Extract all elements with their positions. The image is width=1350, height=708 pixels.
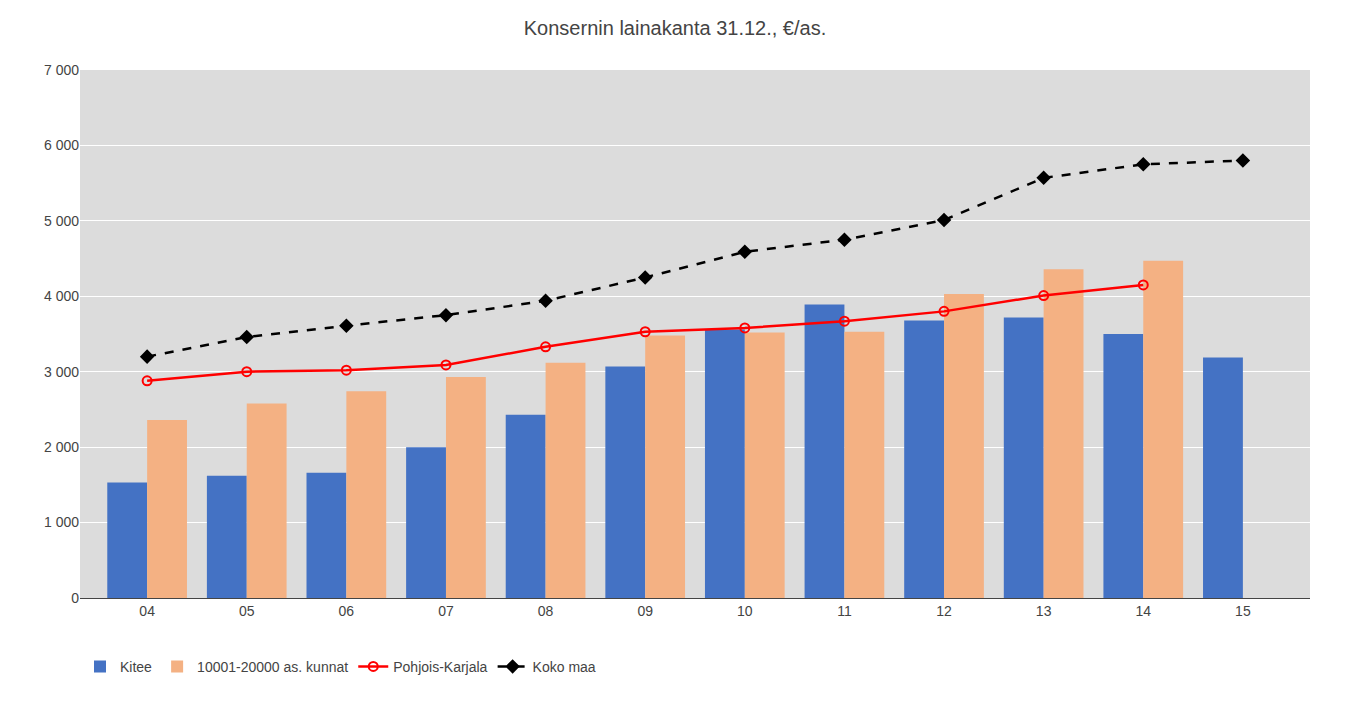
svg-text:13: 13: [1036, 603, 1052, 619]
svg-text:07: 07: [438, 603, 454, 619]
svg-text:Konsernin lainakanta 31.12., €: Konsernin lainakanta 31.12., €/as.: [524, 17, 826, 39]
svg-text:5 000: 5 000: [44, 213, 79, 229]
svg-text:09: 09: [637, 603, 653, 619]
svg-text:15: 15: [1235, 603, 1251, 619]
svg-text:04: 04: [139, 603, 155, 619]
svg-text:2 000: 2 000: [44, 439, 79, 455]
svg-text:7 000: 7 000: [44, 62, 79, 78]
svg-text:08: 08: [538, 603, 554, 619]
svg-text:4 000: 4 000: [44, 288, 79, 304]
svg-text:11: 11: [837, 603, 852, 619]
svg-text:6 000: 6 000: [44, 137, 79, 153]
svg-text:3 000: 3 000: [44, 364, 79, 380]
svg-text:10: 10: [737, 603, 753, 619]
svg-text:Kitee: Kitee: [120, 659, 152, 675]
svg-text:12: 12: [936, 603, 952, 619]
svg-text:1 000: 1 000: [44, 514, 79, 530]
svg-text:06: 06: [339, 603, 355, 619]
svg-text:Koko maa: Koko maa: [533, 659, 596, 675]
svg-text:14: 14: [1135, 603, 1151, 619]
svg-text:05: 05: [239, 603, 255, 619]
svg-text:0: 0: [71, 590, 79, 606]
svg-text:10001-20000 as. kunnat: 10001-20000 as. kunnat: [197, 659, 348, 675]
svg-text:Pohjois-Karjala: Pohjois-Karjala: [393, 659, 487, 675]
